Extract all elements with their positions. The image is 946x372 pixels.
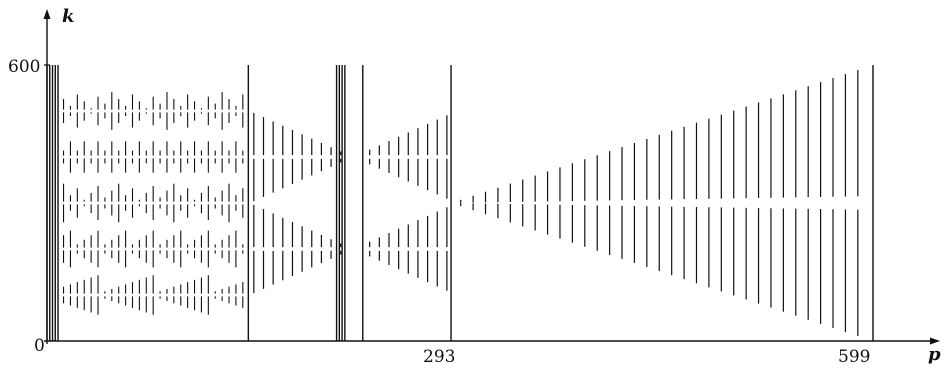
x-tick-label-599: 599 (838, 347, 870, 367)
axes (43, 9, 940, 345)
origin-label: 0 (34, 336, 45, 356)
x-axis-label: p (928, 344, 941, 365)
x-tick-label-293: 293 (423, 347, 455, 367)
y-tick-label-600: 600 (8, 57, 40, 77)
y-axis-label: k (62, 6, 74, 27)
data-segments (46, 65, 874, 341)
x-axis-arrow (930, 337, 940, 345)
y-axis-arrow (43, 9, 51, 19)
